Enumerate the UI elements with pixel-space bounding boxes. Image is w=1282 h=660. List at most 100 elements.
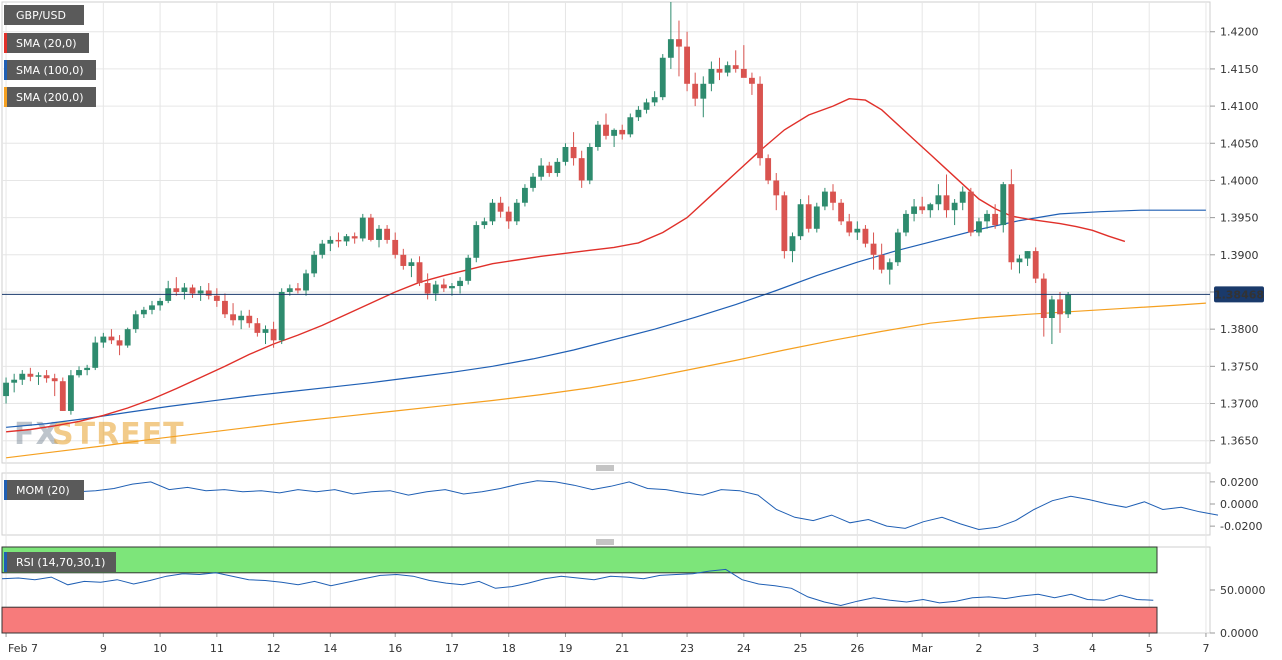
candle[interactable] (189, 284, 196, 298)
legend-sma100[interactable]: SMA (100,0) (4, 60, 96, 80)
candle[interactable] (578, 150, 585, 188)
candle[interactable] (700, 76, 707, 118)
candle[interactable] (222, 293, 228, 319)
legend-mom[interactable]: MOM (20) (4, 480, 84, 500)
candle[interactable] (246, 309, 253, 328)
candle[interactable] (732, 50, 739, 73)
candle[interactable] (1057, 291, 1063, 333)
candle[interactable] (667, 2, 674, 69)
candle[interactable] (449, 283, 455, 296)
candle[interactable] (692, 72, 699, 107)
candle[interactable] (140, 306, 147, 319)
candle[interactable] (67, 370, 74, 415)
candle[interactable] (797, 199, 804, 240)
candle[interactable] (594, 120, 601, 151)
candle[interactable] (384, 225, 391, 244)
candle[interactable] (262, 325, 269, 345)
candle[interactable] (911, 199, 917, 222)
candle[interactable] (603, 113, 609, 140)
candle[interactable] (1024, 251, 1031, 266)
candle[interactable] (351, 232, 358, 244)
candle[interactable] (651, 91, 658, 107)
candle[interactable] (570, 132, 577, 166)
legend-rsi[interactable]: RSI (14,70,30,1) (4, 552, 116, 572)
candle[interactable] (1048, 295, 1055, 345)
candle[interactable] (611, 128, 618, 147)
candle[interactable] (635, 106, 642, 121)
candle[interactable] (546, 161, 553, 177)
candle[interactable] (870, 232, 877, 270)
candle[interactable] (967, 187, 974, 237)
legend-symbol[interactable]: GBP/USD (4, 5, 84, 25)
candle[interactable] (821, 187, 828, 211)
candle[interactable] (805, 195, 812, 233)
candle[interactable] (108, 329, 115, 345)
candle[interactable] (408, 258, 415, 278)
candle[interactable] (927, 202, 934, 218)
candle[interactable] (862, 225, 869, 248)
candle[interactable] (197, 286, 204, 301)
candle[interactable] (757, 76, 763, 166)
candle[interactable] (919, 196, 926, 214)
candle[interactable] (327, 236, 334, 252)
candle[interactable] (367, 213, 374, 242)
candle[interactable] (505, 206, 512, 229)
candle[interactable] (230, 303, 236, 326)
candle[interactable] (530, 173, 536, 192)
candle[interactable] (59, 377, 66, 411)
candle[interactable] (303, 269, 309, 296)
candle[interactable] (335, 232, 342, 248)
candle[interactable] (238, 310, 245, 330)
candle[interactable] (1065, 291, 1072, 319)
candle[interactable] (254, 318, 261, 337)
candle[interactable] (181, 283, 188, 300)
candle[interactable] (311, 251, 318, 278)
candle[interactable] (878, 243, 885, 274)
candle[interactable] (1032, 247, 1039, 284)
candle[interactable] (951, 199, 958, 226)
candle[interactable] (773, 173, 780, 211)
candle[interactable] (124, 327, 131, 348)
candle[interactable] (497, 196, 504, 218)
candle[interactable] (886, 258, 893, 285)
candle[interactable] (440, 278, 447, 292)
legend-sma20[interactable]: SMA (20,0) (4, 33, 89, 53)
candle[interactable] (724, 61, 731, 77)
candle[interactable] (1016, 254, 1023, 274)
candle[interactable] (813, 202, 820, 233)
candle[interactable] (708, 61, 715, 92)
candle[interactable] (676, 20, 682, 77)
candle[interactable] (684, 31, 690, 92)
candle[interactable] (432, 280, 439, 301)
candle[interactable] (51, 373, 58, 397)
candle[interactable] (765, 154, 772, 185)
candle[interactable] (157, 297, 164, 311)
candle[interactable] (716, 57, 723, 81)
candle[interactable] (943, 174, 950, 218)
candle[interactable] (3, 377, 9, 404)
candle[interactable] (838, 199, 845, 226)
candle[interactable] (903, 210, 909, 237)
candle[interactable] (992, 204, 999, 229)
candle[interactable] (132, 310, 139, 333)
candle[interactable] (213, 288, 220, 307)
candle[interactable] (789, 232, 796, 263)
candle[interactable] (659, 54, 666, 101)
candle[interactable] (35, 372, 42, 385)
candle[interactable] (854, 221, 861, 240)
candle[interactable] (392, 232, 399, 259)
candle[interactable] (538, 158, 545, 181)
candle[interactable] (1040, 273, 1047, 337)
candle[interactable] (740, 45, 747, 78)
candle[interactable] (781, 191, 788, 259)
candle[interactable] (489, 199, 496, 226)
candle[interactable] (935, 184, 942, 211)
candle[interactable] (11, 373, 18, 393)
candle[interactable] (894, 228, 901, 266)
pane-resize-handle[interactable] (596, 539, 614, 545)
candle[interactable] (562, 143, 569, 166)
candle[interactable] (43, 370, 50, 383)
candle[interactable] (457, 277, 463, 294)
candle[interactable] (846, 213, 853, 237)
candle[interactable] (473, 221, 480, 263)
